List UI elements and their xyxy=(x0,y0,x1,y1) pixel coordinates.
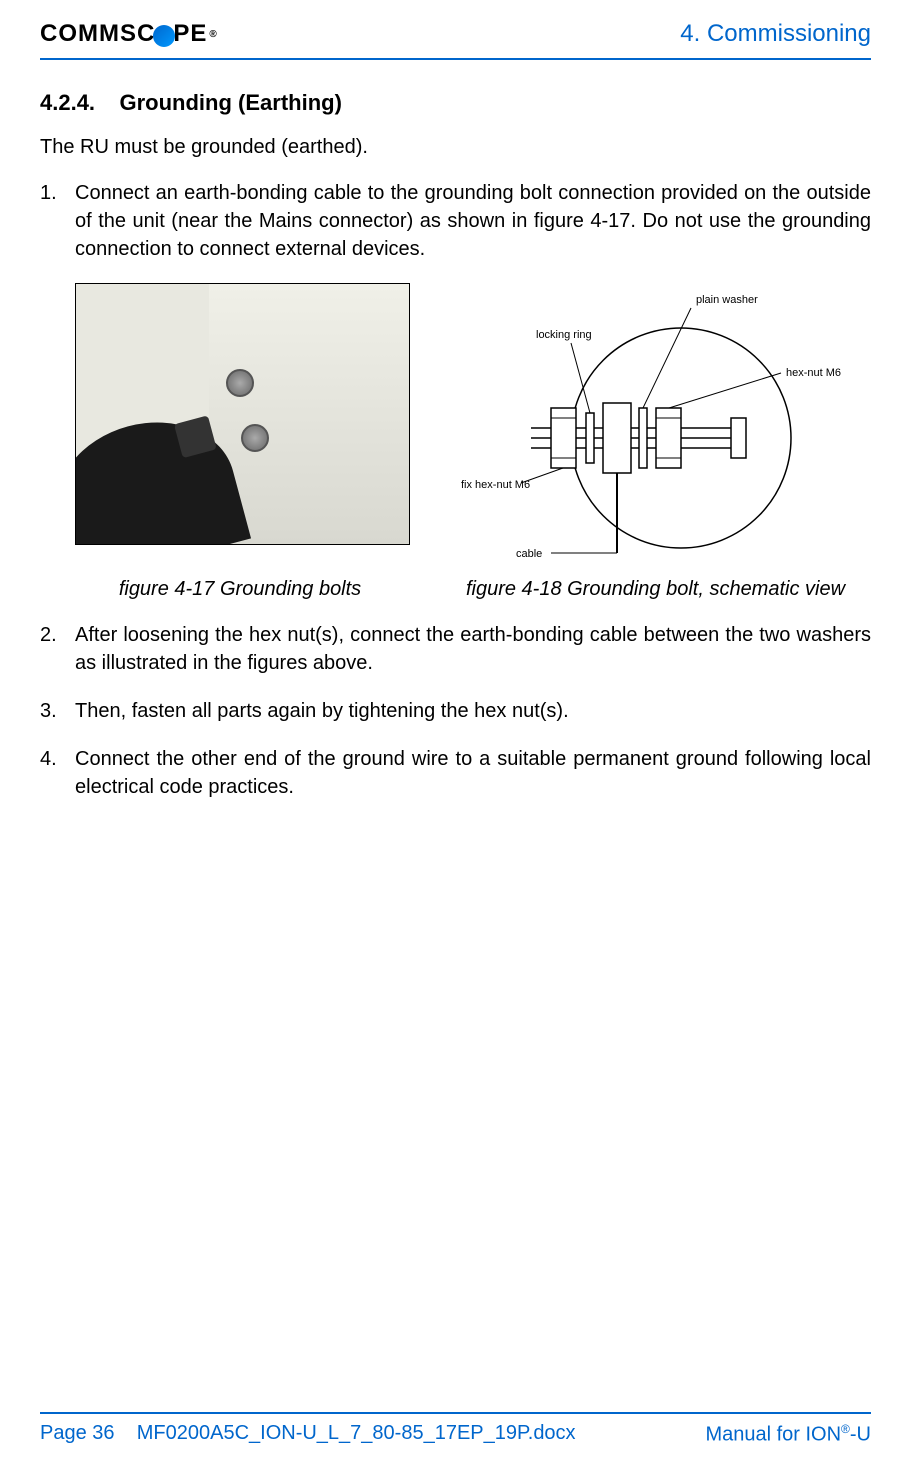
photo-bolt-2 xyxy=(241,424,269,452)
step-number: 3. xyxy=(40,697,75,725)
step-text: Connect the other end of the ground wire… xyxy=(75,745,871,801)
intro-text: The RU must be grounded (earthed). xyxy=(40,136,871,159)
manual-suffix: -U xyxy=(850,1424,871,1446)
step-4: 4. Connect the other end of the ground w… xyxy=(40,745,871,801)
caption-row: figure 4-17 Grounding bolts figure 4-18 … xyxy=(40,578,871,601)
globe-icon xyxy=(153,25,175,47)
footer-text: Page 36 MF0200A5C_ION-U_L_7_80-85_17EP_1… xyxy=(40,1422,871,1447)
section-heading: 4.2.4. Grounding (Earthing) xyxy=(40,90,871,116)
section-header: 4. Commissioning xyxy=(680,20,871,48)
step-text: After loosening the hex nut(s), connect … xyxy=(75,621,871,677)
logo-text-after: PE xyxy=(173,20,207,48)
label-plain-washer: plain washer xyxy=(696,294,758,306)
footer-right: Manual for ION®-U xyxy=(705,1422,871,1447)
step-2: 2. After loosening the hex nut(s), conne… xyxy=(40,621,871,677)
grounding-bolts-photo xyxy=(75,283,410,545)
figure-right: plain washer locking ring hex-nut M6 fix… xyxy=(451,283,871,563)
heading-title: Grounding (Earthing) xyxy=(120,90,342,115)
registered-sup: ® xyxy=(841,1422,850,1436)
schematic-diagram: plain washer locking ring hex-nut M6 fix… xyxy=(451,283,871,563)
filename: MF0200A5C_ION-U_L_7_80-85_17EP_19P.docx xyxy=(137,1422,576,1444)
figure-caption-left: figure 4-17 Grounding bolts xyxy=(40,578,440,601)
label-cable: cable xyxy=(516,548,542,560)
step-1: 1. Connect an earth-bonding cable to the… xyxy=(40,179,871,263)
step-text: Connect an earth-bonding cable to the gr… xyxy=(75,179,871,263)
figure-row: plain washer locking ring hex-nut M6 fix… xyxy=(75,283,871,563)
footer-left: Page 36 MF0200A5C_ION-U_L_7_80-85_17EP_1… xyxy=(40,1422,576,1447)
page-footer: Page 36 MF0200A5C_ION-U_L_7_80-85_17EP_1… xyxy=(40,1412,871,1447)
commscope-logo: COMMSC PE ® xyxy=(40,20,218,48)
label-locking-ring: locking ring xyxy=(536,329,592,341)
page-header: COMMSC PE ® 4. Commissioning xyxy=(0,0,911,58)
step-number: 1. xyxy=(40,179,75,263)
label-hex-nut: hex-nut M6 xyxy=(786,367,841,379)
step-number: 2. xyxy=(40,621,75,677)
footer-divider xyxy=(40,1412,871,1414)
page-number: Page 36 xyxy=(40,1422,115,1444)
label-fix-hex-nut: fix hex-nut M6 xyxy=(461,479,530,491)
figure-caption-right: figure 4-18 Grounding bolt, schematic vi… xyxy=(440,578,871,601)
step-number: 4. xyxy=(40,745,75,801)
heading-number: 4.2.4. xyxy=(40,90,95,115)
page-content: 4.2.4. Grounding (Earthing) The RU must … xyxy=(0,60,911,801)
photo-bolt-1 xyxy=(226,369,254,397)
figure-left xyxy=(75,283,410,563)
manual-name: Manual for ION xyxy=(705,1424,841,1446)
logo-text-before: COMMSC xyxy=(40,20,155,48)
step-text: Then, fasten all parts again by tighteni… xyxy=(75,697,871,725)
step-3: 3. Then, fasten all parts again by tight… xyxy=(40,697,871,725)
registered-mark: ® xyxy=(209,29,217,40)
